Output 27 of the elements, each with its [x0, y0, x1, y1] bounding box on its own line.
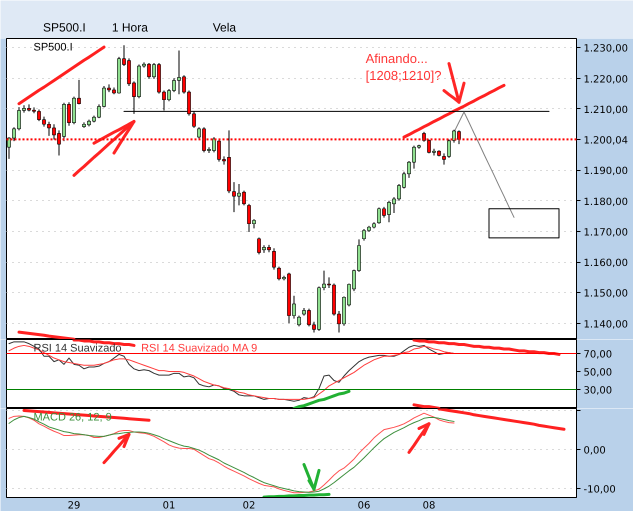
x-tick-label: 08: [422, 500, 436, 512]
y-tick-label: 1.220,00: [584, 74, 628, 86]
y-tick-label: 1.170,00: [584, 227, 628, 238]
x-tick-label: 29: [68, 500, 80, 512]
series-label: RSI 14 Suavizado MA 9: [141, 342, 258, 354]
y-tick-label: 70,00: [584, 350, 612, 361]
y-tick-label: 1.180,00: [584, 196, 628, 208]
y-tick-label: 1.190,00: [584, 166, 628, 178]
chart-title: SP500.I: [34, 42, 73, 54]
text: Vela: [212, 20, 236, 34]
y-tick-label: 1.150,00: [584, 288, 628, 300]
y-tick-label: 1.140,00: [584, 319, 628, 330]
y-tick-label: 30,00: [584, 386, 612, 397]
x-tick-label: 02: [242, 500, 256, 512]
annotation: [1208;1210]?: [366, 68, 442, 83]
annotation: Afinando...: [366, 51, 428, 66]
x-tick-label: 06: [358, 500, 370, 512]
y-tick-label: 1.160,00: [584, 258, 628, 270]
y-tick-label: 1.210,00: [584, 104, 628, 116]
y-tick-label: 50,00: [584, 368, 612, 379]
text: SP500.I: [43, 20, 86, 34]
text: 1 Hora: [112, 20, 148, 34]
x-tick-label: 01: [162, 500, 176, 512]
y-tick-label: 0,00: [584, 445, 606, 456]
y-tick-label: -10,00: [584, 484, 616, 496]
y-tick-label: 1.230,00: [584, 44, 628, 55]
ref-line-label: 1.200,04: [584, 135, 628, 146]
